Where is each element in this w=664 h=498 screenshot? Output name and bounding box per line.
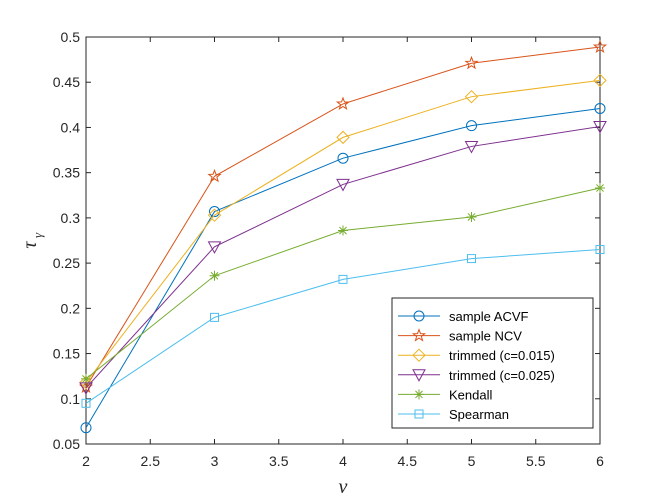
- x-tick-label: 4.5: [398, 453, 418, 469]
- y-axis-title-symbol: τ: [19, 241, 41, 249]
- data-point: [336, 178, 350, 192]
- series-sample-acvf: [80, 102, 606, 434]
- data-point: [464, 55, 479, 70]
- data-point: [594, 102, 606, 114]
- y-tick-label: 0.3: [61, 210, 81, 226]
- x-tick-label: 4: [339, 453, 347, 469]
- data-point: [210, 312, 219, 322]
- legend-label: sample NCV: [449, 329, 522, 344]
- x-tick-label: 6: [596, 453, 604, 469]
- x-tick-label: 2: [82, 453, 90, 469]
- data-point: [337, 152, 349, 164]
- data-point: [466, 120, 477, 132]
- y-axis-title: τ γ: [19, 232, 45, 249]
- data-point: [464, 89, 479, 104]
- y-tick-label: 0.5: [61, 29, 81, 45]
- data-point: [81, 373, 91, 384]
- data-point: [336, 130, 350, 145]
- legend-entry: trimmed (c=0.015): [398, 348, 555, 363]
- data-point: [593, 121, 607, 134]
- y-tick-label: 0.05: [53, 436, 80, 452]
- x-tick-label: 3: [211, 453, 219, 469]
- x-tick-label: 3.5: [269, 453, 289, 469]
- series-spearman: [81, 245, 605, 408]
- legend-entry: trimmed (c=0.025): [398, 368, 555, 383]
- series-line: [85, 79, 601, 383]
- legend-marker: [411, 328, 427, 342]
- x-tick-label: 2.5: [141, 453, 161, 469]
- data-point: [207, 241, 222, 254]
- legend-entry: sample ACVF: [398, 309, 529, 324]
- data-point: [467, 254, 476, 264]
- legend-box: [391, 297, 594, 429]
- y-tick-label: 0.15: [53, 346, 80, 362]
- legend-label: trimmed (c=0.025): [449, 368, 555, 383]
- legend-label: trimmed (c=0.015): [449, 348, 555, 363]
- data-point: [335, 96, 351, 110]
- x-tick-label: 5.5: [526, 453, 546, 469]
- legend: sample ACVF sample NCV trimmed (c=0.015) tr…: [391, 297, 594, 429]
- legend-marker: [414, 389, 424, 400]
- data-point: [593, 73, 607, 88]
- series-line: [85, 249, 601, 404]
- y-tick-label: 0.25: [53, 255, 80, 271]
- series-kendall: [81, 183, 605, 384]
- y-tick-label: 0.45: [53, 74, 80, 90]
- data-point: [209, 270, 220, 281]
- legend-entry: sample NCV: [398, 328, 522, 344]
- legend-items: sample ACVF sample NCV trimmed (c=0.015) tr…: [398, 309, 555, 422]
- legend-marker: [412, 348, 426, 362]
- data-point: [209, 206, 220, 218]
- y-tick-label: 0.1: [61, 391, 81, 407]
- y-axis-title-subscript: γ: [30, 232, 45, 238]
- y-tick-label: 0.35: [53, 165, 80, 181]
- series-trimmed-c-0-025: [79, 121, 607, 395]
- data-point: [595, 245, 605, 255]
- x-tick-label: 5: [468, 453, 476, 469]
- data-point: [595, 183, 605, 194]
- data-point: [81, 398, 91, 408]
- series-line: [85, 46, 601, 388]
- legend-marker: [412, 369, 426, 382]
- data-point: [338, 225, 348, 236]
- legend-entry: Spearman: [398, 407, 509, 422]
- data-point: [207, 208, 222, 222]
- y-tick-label: 0.2: [61, 300, 81, 316]
- legend-marker: [413, 310, 425, 322]
- x-axis-title: ν: [339, 476, 348, 498]
- series-layer: [78, 39, 608, 434]
- data-point: [80, 422, 92, 434]
- legend-label: Spearman: [449, 407, 509, 422]
- data-point: [466, 211, 477, 222]
- data-point: [592, 39, 608, 53]
- legend-marker: [414, 409, 424, 419]
- series-trimmed-c-0-015: [79, 73, 607, 390]
- legend-entry: Kendall: [398, 387, 492, 402]
- data-point: [207, 168, 222, 183]
- y-tick-label: 0.4: [61, 119, 81, 135]
- legend-label: sample ACVF: [449, 309, 529, 324]
- axis-ticks: 2 2.5 3 3.5 4 4.5 5 5.5 6 0.05 0.1 0.15 0.2 0.25 0.3 0.…: [53, 29, 604, 469]
- legend-label: Kendall: [449, 387, 492, 402]
- data-point: [338, 274, 348, 284]
- data-point: [79, 375, 93, 390]
- series-line: [85, 107, 601, 428]
- data-point: [464, 140, 479, 154]
- series-line: [85, 126, 601, 389]
